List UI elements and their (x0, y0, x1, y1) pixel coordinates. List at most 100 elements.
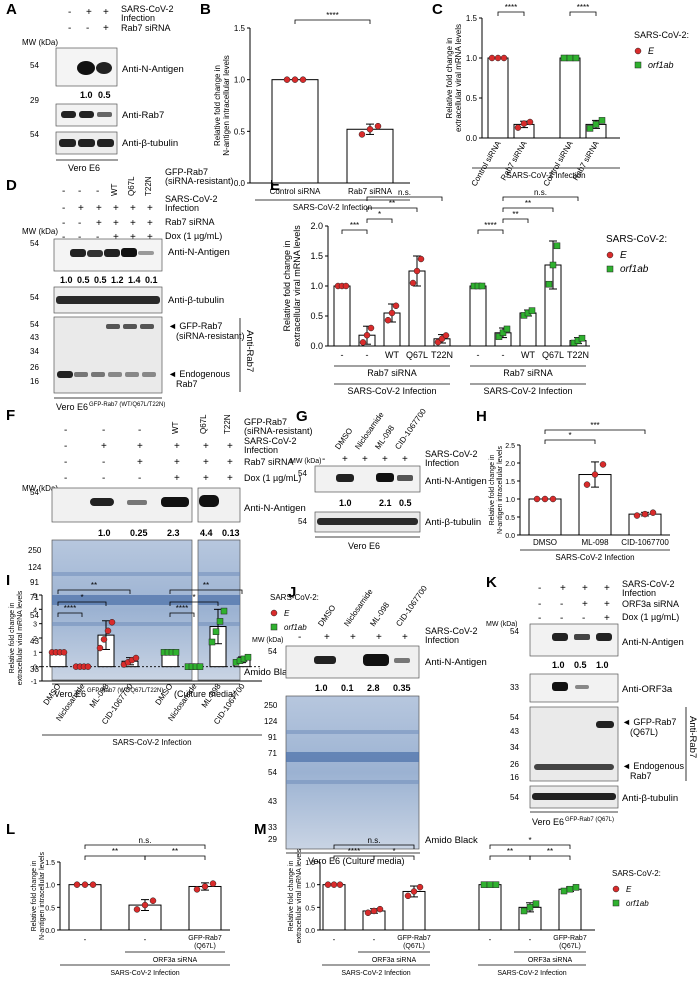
blot-label: Anti-Rab7 (687, 716, 698, 758)
quant-value: 1.0 (98, 528, 111, 538)
y-tick-label: 0.0 (45, 928, 55, 935)
plus-sign: + (604, 583, 610, 594)
panel-letter-j: J (288, 584, 296, 601)
data-point-e (359, 339, 367, 346)
significance-bracket (477, 229, 504, 234)
data-point-e (410, 888, 418, 895)
lane-label: DMSO (316, 603, 337, 628)
blot-band (534, 764, 614, 770)
quant-value: 1.0 (60, 275, 73, 285)
bar (322, 884, 346, 931)
x-axis-label: ORF3a siRNA (372, 957, 417, 964)
data-point-e (374, 122, 382, 130)
y-tick-label: 2.0 (310, 221, 323, 231)
mw-label: MW (kDa) (252, 637, 284, 644)
cell-line-label: Vero E6 (54, 689, 86, 699)
y-tick-label: 2.5 (505, 443, 515, 450)
x-tick-label: ML-098 (88, 682, 111, 710)
mw-marker: 54 (510, 793, 519, 802)
blot-label: Anti-Rab7 (244, 330, 255, 372)
blot-band (57, 371, 73, 378)
data-point-orf1ab (553, 242, 561, 250)
y-axis-label: extracellular viral mRNA levels (17, 590, 24, 685)
legend-label: orf1ab (648, 60, 674, 70)
arrow-label: ◄ Endogenous (622, 761, 684, 771)
y-tick-label: 0.0 (466, 134, 478, 143)
blot-band (596, 721, 614, 728)
data-point-e (100, 636, 108, 643)
data-point-orf1ab (212, 628, 220, 635)
blot-label: Anti-β-tubulin (122, 138, 178, 149)
mw-marker: 29 (268, 835, 277, 844)
arrow-label: ◄ GFP-Rab7 (168, 321, 222, 331)
significance-label: ** (91, 581, 97, 590)
data-point-e (141, 901, 149, 909)
gel-band (286, 780, 419, 784)
significance-label: * (528, 836, 531, 845)
data-point-e (60, 649, 68, 656)
bar (558, 888, 582, 931)
blot-rab7 (53, 316, 163, 394)
y-tick-label: 0.5 (310, 311, 323, 321)
y-tick-label: 0.0 (310, 341, 323, 351)
x-axis-label: SARS-CoV-2 Infection (483, 386, 572, 396)
blot-band (575, 685, 589, 689)
sars-label: SARS-CoV-2 (244, 436, 297, 446)
plus-sign: + (227, 473, 233, 484)
mw-marker: 54 (30, 293, 39, 302)
plus-sign: + (582, 583, 588, 594)
rab7-sirna-label: Rab7 siRNA (121, 23, 171, 33)
blot-band (70, 249, 86, 257)
arrow-label: ◄ GFP-Rab7 (622, 717, 676, 727)
y-tick-label: 1.0 (305, 883, 315, 890)
bar (528, 498, 562, 536)
minus-sign: - (538, 583, 541, 594)
y-tick-label: 1.0 (505, 497, 515, 504)
mw-marker: 54 (30, 611, 39, 620)
lane-label: T22N (144, 176, 153, 196)
minus-sign: - (102, 425, 105, 436)
plus-sign: + (147, 218, 153, 229)
plus-sign: + (130, 203, 136, 214)
cell-line-label: Vero E6 (532, 817, 564, 827)
x-tick-label: GFP-Rab7 (188, 935, 222, 942)
data-point-e (413, 267, 421, 275)
data-point-orf1ab (499, 329, 507, 337)
significance-label: ** (203, 581, 209, 590)
mw-marker: 43 (268, 797, 277, 806)
significance-label: **** (505, 3, 517, 12)
data-point-e (299, 76, 307, 83)
data-point-orf1ab (549, 261, 557, 269)
dox-label: Dox (1 µg/mL) (622, 612, 679, 622)
plus-sign: + (560, 583, 566, 594)
data-point-orf1ab (480, 881, 488, 888)
blot-band (596, 633, 612, 641)
x-tick-label: Q67L (542, 350, 564, 360)
significance-bracket (366, 207, 418, 212)
significance-label: ** (389, 199, 395, 208)
y-tick-label: 0.5 (234, 127, 246, 136)
plus-sign: + (582, 599, 588, 610)
y-tick-label: 1.0 (466, 54, 478, 63)
mw-marker: 71 (30, 593, 39, 602)
y-tick-label: 1.5 (505, 479, 515, 486)
y-axis-label: Relative fold change in (282, 240, 292, 331)
quant-value: 2.3 (167, 528, 180, 538)
y-tick-label: 1.5 (310, 251, 323, 261)
x-tick-label: - (333, 935, 336, 944)
quant-value: 0.5 (94, 275, 107, 285)
y-tick-label: 1.5 (45, 860, 55, 867)
blot-label: Anti-N-Antigen (168, 247, 230, 258)
minus-sign: - (582, 613, 585, 624)
plus-sign: + (203, 473, 209, 484)
y-tick-label: 1.5 (305, 860, 315, 867)
panel-letter-f: F (6, 407, 15, 424)
x-tick-label: CID-1067700 (621, 538, 669, 547)
mw-marker: 16 (510, 773, 519, 782)
mw-marker: 33 (510, 683, 519, 692)
arrow-label: Rab7 (176, 379, 198, 389)
y-tick-label: 0.5 (466, 94, 478, 103)
y-axis-label: Relative fold change in (288, 860, 295, 931)
quant-value: 0.1 (145, 275, 158, 285)
rab7-sirna-label: Rab7 siRNA (165, 217, 215, 227)
